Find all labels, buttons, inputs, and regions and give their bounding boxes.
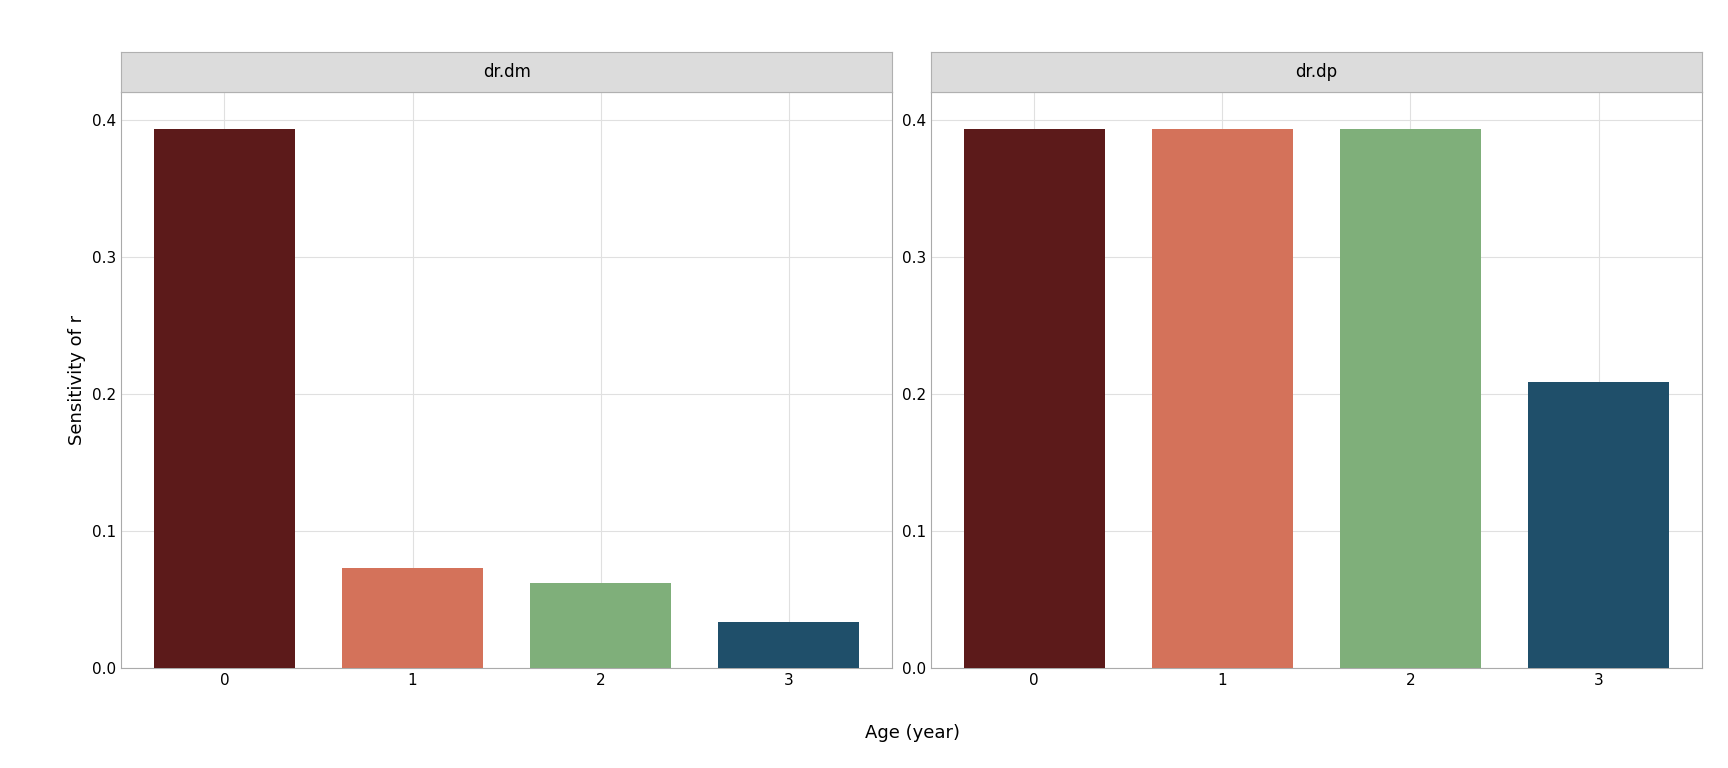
Bar	[719, 621, 859, 668]
Text: dr.dm: dr.dm	[482, 63, 530, 81]
Bar	[964, 129, 1104, 668]
Text: Age (year): Age (year)	[866, 724, 959, 743]
Y-axis label: Sensitivity of r: Sensitivity of r	[69, 315, 86, 445]
Bar	[342, 568, 484, 668]
Text: dr.dp: dr.dp	[1296, 63, 1337, 81]
Bar	[530, 583, 670, 668]
Bar	[1339, 129, 1481, 668]
Bar	[1528, 382, 1669, 668]
Bar	[154, 129, 295, 668]
Bar	[1153, 129, 1293, 668]
